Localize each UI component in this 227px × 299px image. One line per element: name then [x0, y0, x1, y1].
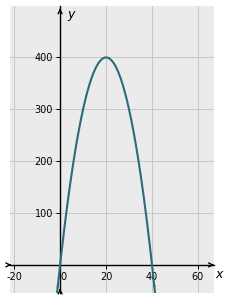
Text: y: y: [67, 8, 74, 21]
Text: x: x: [214, 268, 222, 281]
